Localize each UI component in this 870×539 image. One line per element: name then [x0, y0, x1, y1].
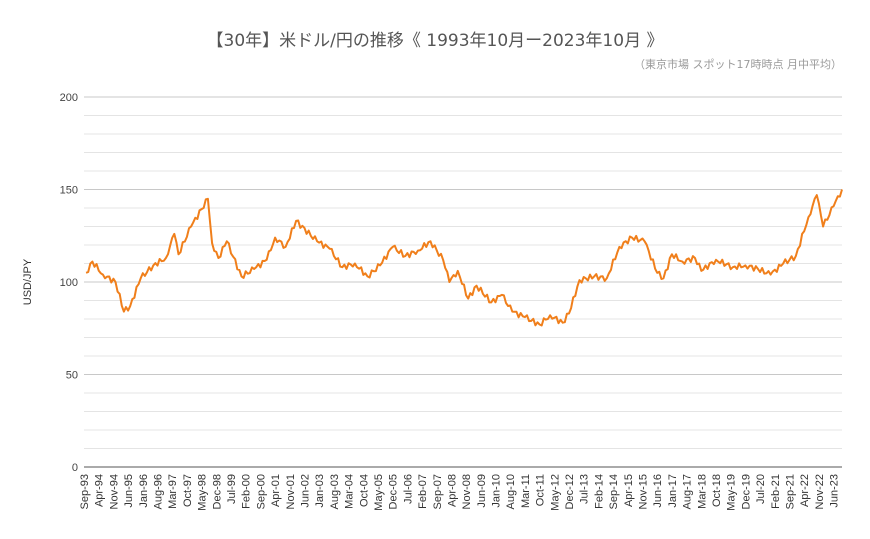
usd-jpy-line — [85, 189, 843, 327]
x-tick-label: Apr-94 — [94, 474, 106, 507]
y-axis-ticks: 0 50 100 150 200 — [60, 92, 78, 474]
x-tick-label: Jan-17 — [667, 474, 679, 508]
x-tick-label: Nov-94 — [108, 474, 120, 509]
x-tick-label: Apr-22 — [799, 474, 811, 507]
x-tick-label: Jun-16 — [652, 474, 664, 508]
x-tick-label: Apr-15 — [623, 474, 635, 507]
x-tick-label: Sep-14 — [608, 474, 620, 509]
x-tick-label: Feb-00 — [241, 474, 253, 509]
x-tick-label: Dec-12 — [564, 474, 576, 509]
x-tick-label: Oct-18 — [711, 474, 723, 507]
x-tick-label: Feb-07 — [417, 474, 429, 509]
x-tick-label: Mar-04 — [344, 474, 356, 509]
x-tick-label: Jul-06 — [402, 474, 414, 504]
y-tick-label: 150 — [60, 185, 78, 197]
x-axis-ticks: Sep-93 Apr-94 Nov-94 Jun-95 Jan-96 Aug-96 Mar-… — [79, 474, 841, 511]
x-tick-label: Mar-11 — [520, 474, 532, 508]
x-tick-label: Mar-18 — [696, 474, 708, 509]
y-tick-label: 50 — [66, 370, 78, 382]
x-tick-label: Jan-03 — [314, 474, 326, 508]
x-tick-label: Dec-98 — [211, 474, 223, 509]
chart-title: 【30年】米ドル/円の推移《 1993年10月ー2023年10月 》 — [206, 31, 664, 51]
x-tick-label: Sep-07 — [432, 474, 444, 509]
x-tick-label: Sep-93 — [79, 474, 91, 509]
x-tick-label: Apr-01 — [270, 474, 282, 507]
x-tick-label: Jul-20 — [755, 474, 767, 504]
x-tick-label: Mar-97 — [167, 474, 179, 509]
x-tick-label: Jul-99 — [226, 474, 238, 504]
x-tick-label: Jan-10 — [491, 474, 503, 508]
x-tick-label: May-98 — [197, 474, 209, 511]
x-tick-label: Jun-02 — [299, 474, 311, 508]
x-tick-label: Feb-21 — [770, 474, 782, 509]
x-tick-label: Sep-00 — [255, 474, 267, 509]
y-tick-label: 0 — [72, 462, 78, 474]
x-tick-label: Aug-17 — [682, 474, 694, 509]
x-tick-label: Jul-13 — [579, 474, 591, 504]
x-tick-label: Dec-05 — [388, 474, 400, 509]
x-tick-label: Aug-10 — [505, 474, 517, 509]
y-tick-label: 100 — [60, 277, 78, 289]
grid-lines — [84, 96, 842, 468]
x-tick-label: Aug-03 — [329, 474, 341, 509]
x-tick-label: May-05 — [373, 474, 385, 511]
x-tick-label: Jan-96 — [138, 474, 150, 508]
x-tick-label: Jun-09 — [476, 474, 488, 508]
x-tick-label: May-19 — [726, 474, 738, 511]
x-tick-label: Nov-22 — [814, 474, 826, 509]
chart-subtitle: （東京市場 スポット17時時点 月中平均） — [634, 58, 842, 71]
x-tick-label: Nov-15 — [638, 474, 650, 509]
x-tick-label: May-12 — [549, 474, 561, 511]
x-tick-label: Nov-08 — [461, 474, 473, 509]
x-tick-label: Feb-14 — [593, 474, 605, 509]
x-tick-label: Oct-11 — [535, 474, 547, 506]
x-tick-label: Jun-23 — [829, 474, 841, 508]
y-tick-label: 200 — [60, 92, 78, 104]
x-tick-label: Aug-96 — [152, 474, 164, 509]
x-tick-label: Apr-08 — [446, 474, 458, 507]
x-tick-label: Jun-95 — [123, 474, 135, 508]
x-tick-label: Oct-04 — [358, 474, 370, 507]
x-tick-label: Oct-97 — [182, 474, 194, 507]
x-tick-label: Sep-21 — [785, 474, 797, 509]
x-tick-label: Dec-19 — [740, 474, 752, 509]
x-tick-label: Nov-01 — [285, 474, 297, 509]
